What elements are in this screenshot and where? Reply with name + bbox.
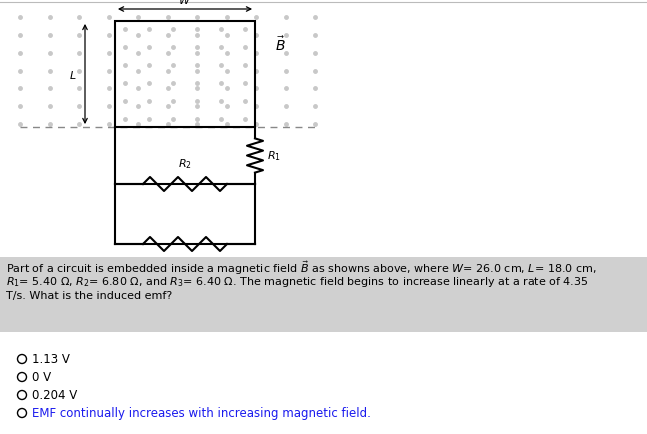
Text: $R_1$= 5.40 Ω, $R_2$= 6.80 Ω, and $R_3$= 6.40 Ω. The magnetic field begins to in: $R_1$= 5.40 Ω, $R_2$= 6.80 Ω, and $R_3$=… [6,274,589,288]
Text: $R_2$: $R_2$ [178,157,192,171]
Text: $R_1$: $R_1$ [267,149,281,163]
Text: 1.13 V: 1.13 V [32,353,70,366]
Text: $\vec{B}$: $\vec{B}$ [275,36,286,54]
Text: 0.204 V: 0.204 V [32,388,77,401]
Text: $W$: $W$ [179,0,192,6]
Bar [0,257,647,332]
Bar [115,22,255,128]
Text: T/s. What is the induced emf?: T/s. What is the induced emf? [6,290,172,300]
Text: $L$: $L$ [69,69,77,81]
Text: $R_3$: $R_3$ [178,256,192,270]
Text: EMF continually increases with increasing magnetic field.: EMF continually increases with increasin… [32,407,371,420]
Text: 0 V: 0 V [32,371,51,384]
Text: Part of a circuit is embedded inside a magnetic field $\vec{B}$ as showns above,: Part of a circuit is embedded inside a m… [6,259,597,276]
